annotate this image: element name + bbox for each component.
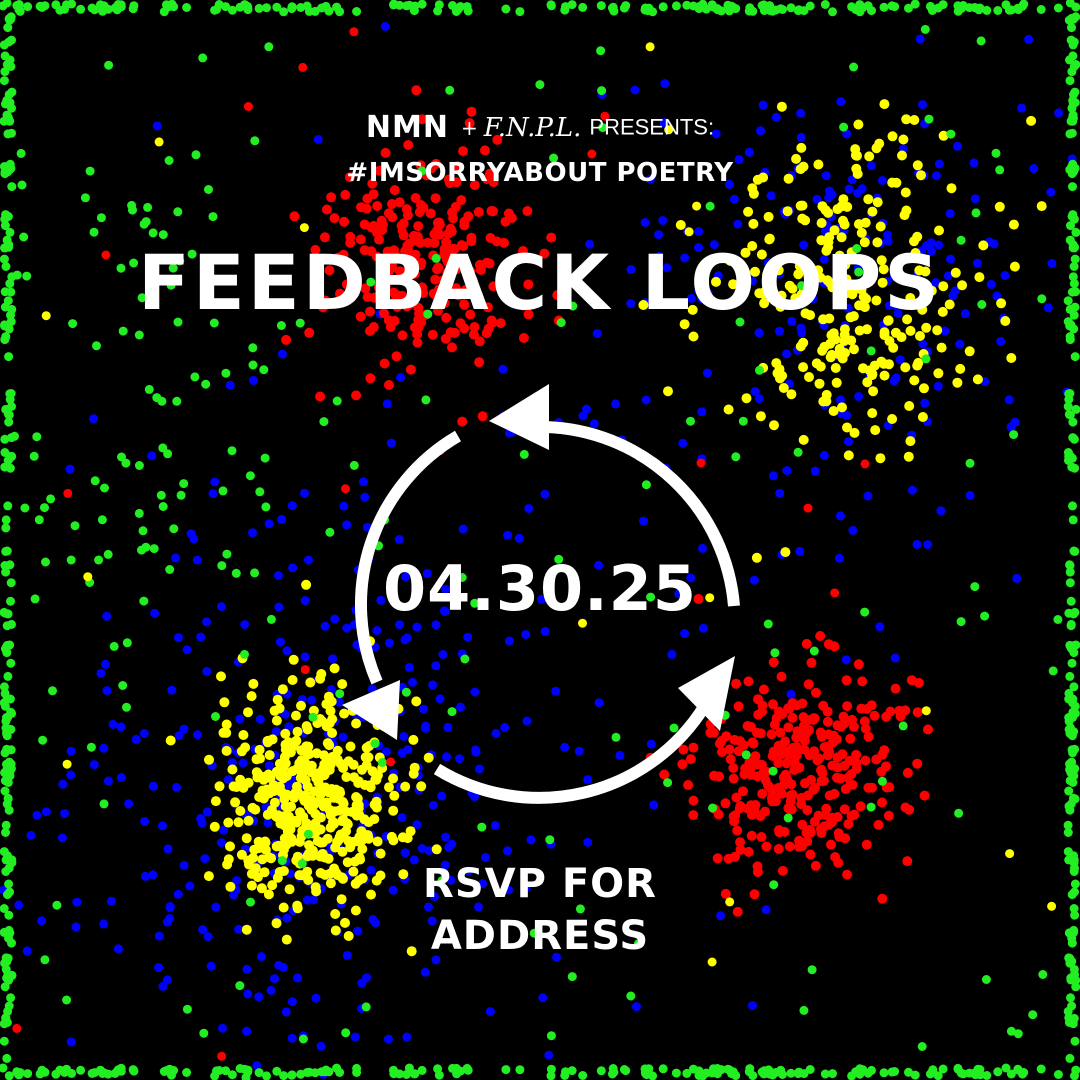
presenters-line: NMN + F.N.P.L. PRESENTS: [0, 110, 1080, 145]
rsvp-note: RSVP FOR ADDRESS [340, 858, 740, 962]
rsvp-line-1: RSVP FOR [423, 861, 657, 907]
cycle-arc-left [354, 430, 462, 685]
cycle-arrowhead-top [489, 384, 549, 450]
plus-sign: + [460, 115, 478, 140]
event-title: FEEDBACK LOOPS [137, 238, 943, 327]
presents-label: PRESENTS: [589, 114, 715, 140]
cycle-arrowhead-right [678, 656, 735, 731]
brand-logo-nmn: NMN [365, 110, 449, 145]
cycle-arc-right [433, 703, 710, 804]
rsvp-line-2: ADDRESS [430, 913, 650, 959]
brand-logo-fnpl: F.N.P.L. [483, 112, 582, 143]
cycle-arrowhead-left [342, 680, 400, 740]
hashtag-line: #IMSORRYABOUT POETRY [346, 158, 734, 188]
cycle-arc-top [544, 421, 740, 607]
event-date: 04.30.25 [383, 552, 697, 625]
